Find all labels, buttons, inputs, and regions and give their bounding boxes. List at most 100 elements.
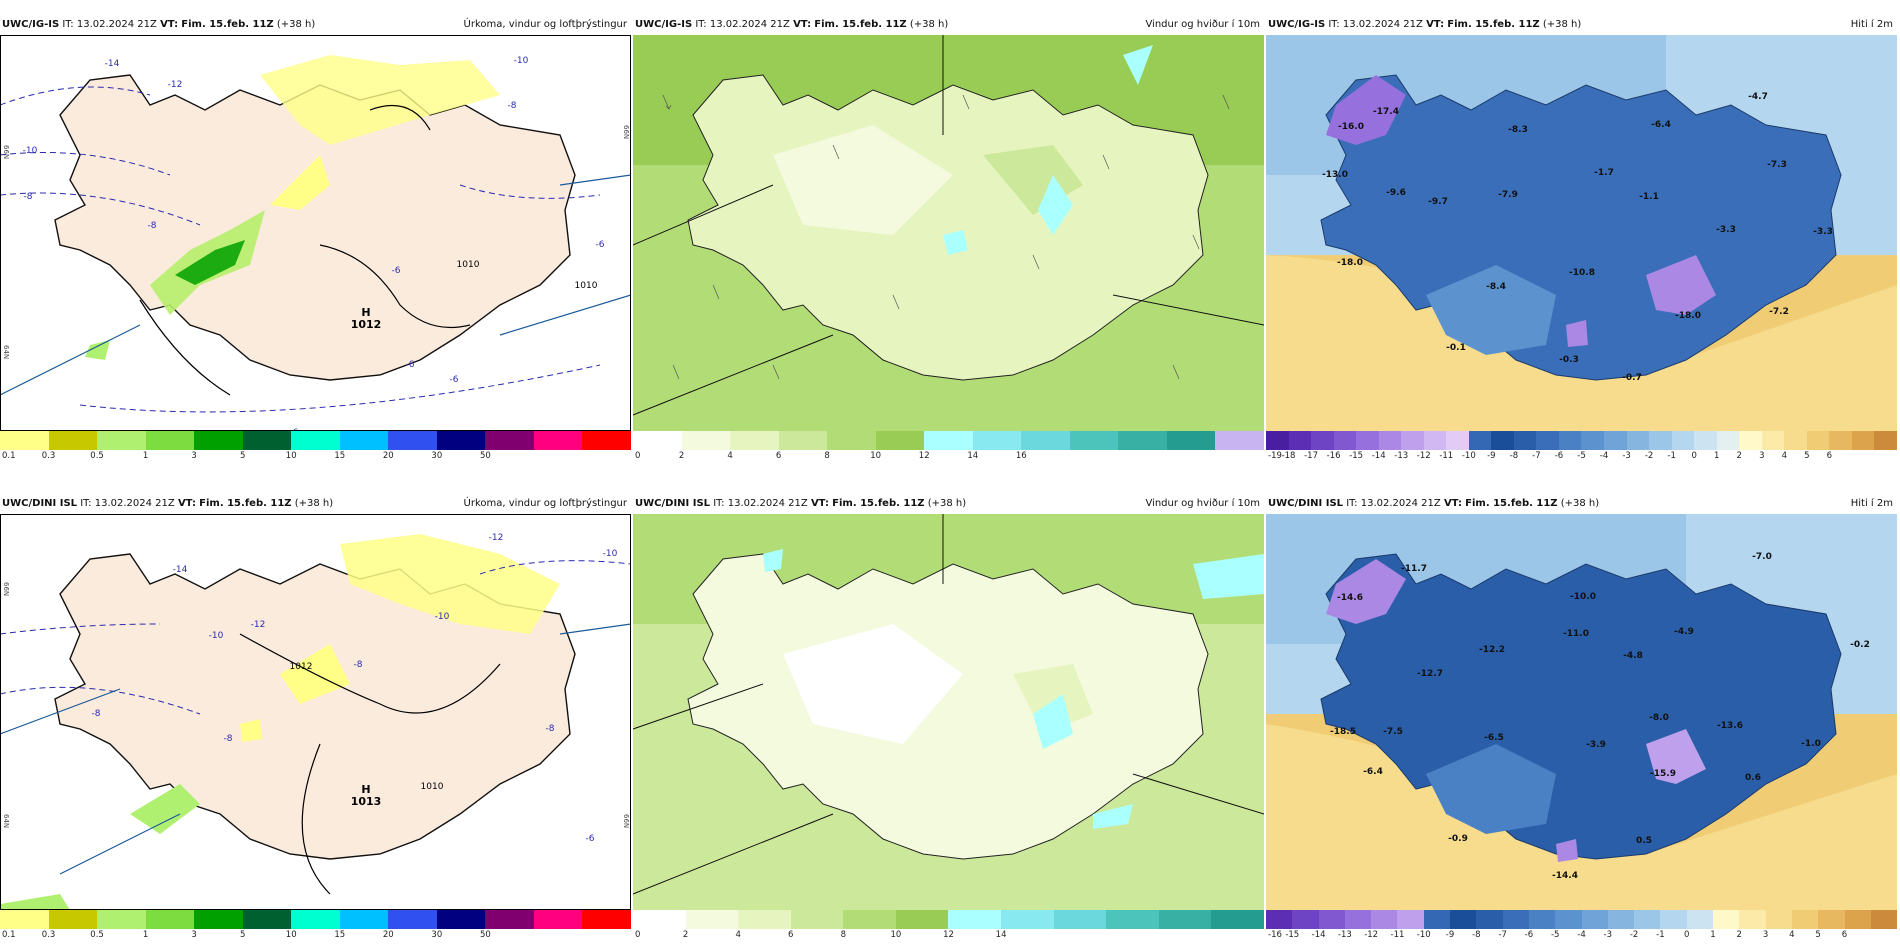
lead-time: (+38 h) [276, 19, 316, 30]
valid-label: VT: [177, 498, 196, 509]
colorbar-tick-label: 12 [943, 930, 954, 940]
colorbar-swatch [1660, 910, 1687, 929]
init-time: IT: 13.02.2024 21Z [80, 498, 175, 509]
lead-time: (+38 h) [909, 19, 949, 30]
colorbar-swatch [1581, 910, 1608, 929]
colorbar-swatch [485, 910, 534, 929]
temperature-value: -4.7 [1748, 92, 1768, 102]
colorbar-tick-label: 6 [1826, 451, 1833, 461]
isotherm-label: -14 [172, 565, 188, 575]
colorbar-swatch [1476, 910, 1503, 929]
colorbar-tick-label: -12 [1416, 451, 1431, 461]
colorbar-swatch [1397, 910, 1424, 929]
colorbar-tick-label: 6 [788, 930, 794, 940]
temperature-value: -7.0 [1752, 552, 1772, 562]
colorbar-swatch [1829, 431, 1852, 450]
colorbar-tick-label: -11 [1390, 930, 1405, 940]
colorbar-tick-label: 3 [191, 930, 197, 940]
valid-time: Fim. 15.feb. 11Z [1447, 19, 1540, 30]
colorbar-swatch [291, 910, 340, 929]
temperature-value: -7.3 [1767, 160, 1787, 170]
panel-header: UWC/IG-IS IT: 13.02.2024 21Z VT: Fim. 15… [0, 16, 631, 34]
panel-header: UWC/DINI ISL IT: 13.02.2024 21Z VT: Fim.… [1266, 495, 1897, 513]
valid-time: Fim. 15.feb. 11Z [832, 498, 925, 509]
colorbar-swatch [1761, 431, 1785, 450]
colorbar-swatches [1266, 910, 1898, 929]
colorbar-swatch [1106, 910, 1159, 929]
isotherm-label: -10 [513, 56, 529, 66]
colorbar-swatch [843, 910, 896, 929]
panel-title: Hiti í 2m [1850, 19, 1893, 30]
temperature-value: -4.9 [1674, 627, 1694, 637]
colorbar-swatch [1423, 910, 1451, 929]
colorbar: -19 -18 -17 -16 -15 -14 -13 -12 -11 -10 -9 -8 -7 -6 -5… [1266, 431, 1897, 471]
colorbar-tick-label: -7 [1498, 930, 1507, 940]
colorbar-tick-label: -6 [1554, 451, 1564, 461]
colorbar-tick-label: 3 [191, 451, 197, 461]
isotherm-label: -8 [23, 192, 33, 202]
colorbar-swatch [0, 910, 49, 929]
temperature-value: -12.7 [1417, 669, 1443, 679]
isotherm-label: -14 [104, 59, 120, 69]
colorbar-swatch [1874, 431, 1897, 450]
isobar-label: 1010 [420, 782, 444, 792]
wind-map [633, 514, 1264, 910]
panel-title: Úrkoma, vindur og loftþrýstingur [463, 498, 627, 509]
isotherm-label: -8 [545, 724, 555, 734]
temperature-value: -0.7 [1622, 373, 1642, 383]
latitude-label: 66N [622, 125, 630, 140]
colorbar-swatch [1311, 431, 1334, 450]
temperature-value: -3.3 [1813, 227, 1833, 237]
temperature-value: -6.4 [1363, 767, 1383, 777]
colorbar-swatch [1791, 910, 1819, 929]
colorbar-tick-label: 30 [431, 451, 443, 461]
temperature-value: -1.1 [1639, 192, 1659, 202]
temperature-value: -18.0 [1675, 311, 1701, 321]
colorbar-swatch [790, 910, 844, 929]
colorbar-tick-label: -8 [1509, 451, 1519, 461]
init-time: IT: 13.02.2024 21Z [62, 19, 157, 30]
init-time: IT: 13.02.2024 21Z [713, 498, 808, 509]
colorbar-swatch [1450, 910, 1477, 929]
temperature-value: 0.6 [1745, 773, 1761, 783]
isotherm-label: -6 [585, 834, 595, 844]
panel-precip-dini: UWC/DINI ISL IT: 13.02.2024 21Z VT: Fim.… [0, 495, 631, 950]
colorbar-swatch [1266, 910, 1293, 929]
colorbar-swatch [1288, 431, 1312, 450]
colorbar-swatch [1215, 431, 1264, 450]
temperature-value: -11.0 [1563, 629, 1589, 639]
panel-title: Hiti í 2m [1850, 498, 1893, 509]
colorbar-swatch [1401, 431, 1424, 450]
colorbar: 0.1 0.3 0.5 1 3 5 10 15 20 30 50 [0, 431, 631, 471]
isotherm-label: -10 [22, 146, 38, 156]
colorbar-tick-label: -17 [1304, 451, 1319, 461]
colorbar-tick-label: -10 [1416, 930, 1431, 940]
temperature-value: -17.4 [1373, 107, 1399, 117]
colorbar-tick-label: 0 [1691, 451, 1697, 461]
temperature-value: -8.0 [1649, 713, 1669, 723]
colorbar-tick-label: -14 [1311, 930, 1326, 940]
precip-map: H 1013 1012 1010 -14 -12 -12 -10 -10 -10 … [0, 514, 631, 910]
temperature-value: -3.9 [1586, 740, 1606, 750]
colorbar-tick-label: -16 [1326, 451, 1341, 461]
colorbar-swatch [485, 431, 534, 450]
colorbar-tick-label: 5 [1804, 451, 1810, 461]
valid-time: Fim. 15.feb. 11Z [814, 19, 907, 30]
colorbar-tick-label: 0 [635, 930, 641, 940]
temperature-value: -0.3 [1559, 355, 1579, 365]
colorbar-tick-label: 0 [635, 451, 641, 461]
colorbar-tick-label: -2 [1629, 930, 1639, 940]
colorbar-tick-label: 2 [682, 930, 689, 940]
colorbar-tick-label: -18 [1281, 451, 1296, 461]
colorbar-tick-label: 50 [479, 930, 491, 940]
colorbar-swatch [97, 910, 146, 929]
temperature-value: -7.2 [1769, 307, 1789, 317]
colorbar-tick-label: 8 [824, 451, 830, 461]
isotherm-label: -8 [353, 660, 363, 670]
colorbar-tick-label: -4 [1577, 930, 1586, 940]
colorbar-swatch [1739, 910, 1766, 929]
colorbar-tick-label: -19 [1268, 451, 1282, 461]
colorbar-swatch [1713, 910, 1740, 929]
colorbar-ticks: 0 2 4 6 8 10 12 14 [633, 930, 1264, 944]
colorbar-swatch [1356, 431, 1379, 450]
